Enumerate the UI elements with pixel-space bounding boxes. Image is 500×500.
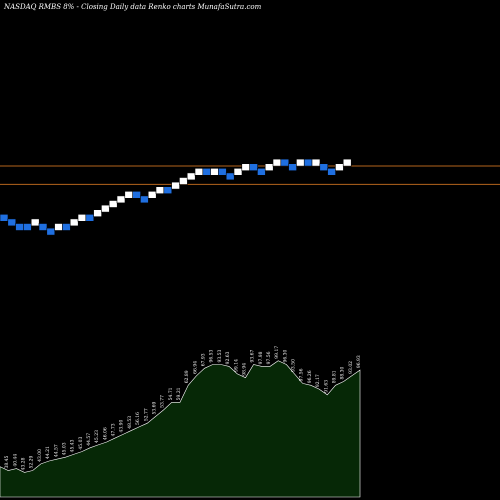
renko-brick-down [38,223,48,231]
volume-data-label: 52.29 [29,455,35,468]
volume-data-label: 53.77 [160,395,166,408]
renko-brick-up [171,181,180,190]
renko-brick-down [163,186,173,194]
renko-brick-up [233,168,243,176]
renko-brick-up [342,158,352,167]
renko-brick-up [264,163,274,171]
renko-brick-down [303,158,313,167]
volume-data-label: 97.56 [266,351,272,364]
renko-brick-up [124,191,134,199]
renko-brick-up [186,172,196,181]
volume-data-label: 98.94 [241,363,247,376]
volume-data-label: 56.16 [135,412,141,425]
volume-data-label: 89.81 [331,370,337,383]
renko-brick-up [108,200,118,208]
volume-data-label: 96.26 [307,370,313,383]
volume-data-label: 47.73 [111,423,117,436]
renko-brick-down [280,158,290,167]
renko-brick-down [140,195,149,204]
volume-data-label: 93.53 [217,349,223,362]
volume-data-label: 96.93 [356,355,362,368]
volume-data-label: 92.17 [315,374,321,387]
volume-data-label: 43.00 [37,449,43,462]
renko-bricks [0,158,352,236]
volume-data-label: 45.03 [78,437,84,450]
renko-brick-down [257,168,266,176]
renko-brick-up [116,195,126,204]
renko-brick-down [202,168,212,176]
renko-brick-down [319,163,329,171]
volume-data-label: 93.02 [348,361,354,374]
volume-data-label: 93.67 [250,349,256,362]
renko-brick-up [54,223,63,231]
volume-data-label: 97.56 [299,368,305,381]
volume-data-label: 99.14 [233,359,239,372]
renko-brick-up [272,158,282,167]
volume-data-label: 67.93 [201,353,207,366]
renko-brick-up [241,163,251,171]
volume-data-label: 52.77 [143,408,149,421]
volume-data-label: 92.63 [225,351,231,364]
volume-data-label: 59.21 [176,387,182,400]
renko-brick-down [85,214,95,222]
renko-brick-down [46,227,56,236]
volume-data-label: 44.57 [53,444,59,457]
volume-data-label: 62.89 [184,370,190,383]
renko-brick-down [23,223,32,231]
volume-data-label: 96.53 [209,349,215,362]
renko-brick-down [132,191,141,199]
volume-data-label: 44.57 [86,433,92,446]
volume-data-label: 91.63 [323,380,329,393]
volume-data-label: 48.53 [127,416,133,429]
volume-data-label: 53.69 [151,402,157,415]
volume-data-label: 45.23 [94,430,100,443]
volume-data-label: 44.21 [45,446,51,459]
volume-data-label: 43.90 [119,420,125,433]
renko-brick-down [62,223,71,231]
volume-data-label: 96.30 [282,349,288,362]
renko-brick-down [249,163,258,171]
volume-data-label: 97.98 [258,351,264,364]
renko-brick-down [218,168,227,176]
renko-brick-up [296,158,305,167]
renko-brick-down [7,218,17,227]
volume-data-label: 45.03 [61,442,67,455]
volume-data-label: 43.28 [21,457,27,470]
renko-brick-up [210,168,219,176]
chart-title: NASDAQ RMBS 8% - Closing Daily data Renk… [3,3,262,11]
renko-brick-down [15,223,24,231]
volume-data-label: 51.73 [0,452,2,465]
renko-brick-up [147,191,157,199]
renko-brick-up [194,168,204,176]
volume-data-label: 38.45 [4,455,10,468]
renko-brick-down [0,214,9,222]
volume-data-label: 46.06 [102,427,108,440]
volume-data-label: 93.50 [291,359,297,372]
renko-brick-up [335,163,344,171]
volume-data-label: 99.17 [274,346,280,359]
volume-data-label: 40.44 [12,454,18,467]
volume-area-path [0,360,361,498]
renko-brick-down [225,172,235,181]
renko-brick-up [30,218,40,227]
renko-brick-up [77,214,87,222]
volume-data-label: 54.71 [168,387,174,400]
renko-brick-up [311,158,321,167]
renko-brick-down [327,168,336,176]
renko-brick-up [101,204,110,213]
volume-data-label: 66.94 [192,361,198,374]
renko-brick-down [288,163,297,171]
volume-area [0,360,361,498]
renko-brick-up [69,218,79,227]
volume-data-label: 45.43 [70,439,76,452]
renko-brick-up [155,186,165,194]
volume-data-label: 88.30 [340,366,346,379]
renko-brick-up [93,209,102,217]
renko-brick-up [179,177,188,185]
